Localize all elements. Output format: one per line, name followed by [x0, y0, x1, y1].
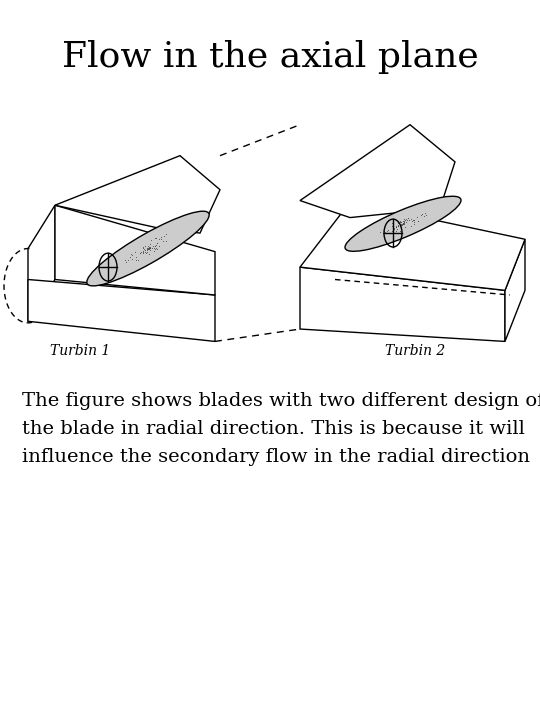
- Text: Turbin 2: Turbin 2: [385, 344, 445, 359]
- Text: Flow in the axial plane: Flow in the axial plane: [62, 40, 478, 73]
- Polygon shape: [300, 125, 455, 217]
- Text: Turbin 1: Turbin 1: [50, 344, 110, 359]
- Polygon shape: [28, 205, 55, 321]
- Polygon shape: [505, 239, 525, 341]
- Text: The figure shows blades with two different design of
the blade in radial directi: The figure shows blades with two differe…: [22, 392, 540, 466]
- Ellipse shape: [345, 197, 461, 251]
- Polygon shape: [55, 205, 215, 295]
- Ellipse shape: [87, 211, 209, 286]
- Polygon shape: [28, 279, 215, 341]
- Polygon shape: [300, 202, 525, 290]
- Polygon shape: [55, 156, 220, 233]
- Polygon shape: [300, 267, 505, 341]
